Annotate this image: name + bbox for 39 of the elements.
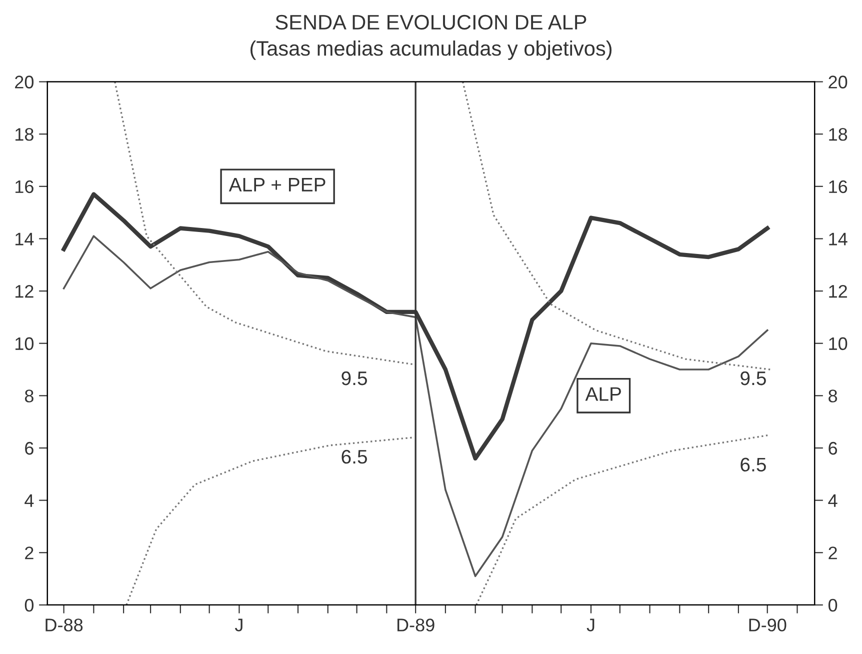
annotation: ALP [585,387,621,401]
y2-tick-label: 16 [829,180,848,194]
x-tick-label: J [586,618,594,632]
x-tick-label: D-89 [397,618,434,632]
y-tick-label: 20 [15,76,34,88]
annotation: ALP + PEP [228,178,326,192]
y-tick-label: 14 [16,232,34,246]
y-tick-label: 18 [16,128,34,141]
chart-title: SENDA DE EVOLUCION DE ALP [276,14,586,30]
annotation: 9.5 [740,371,766,386]
y2-tick-label: 14 [829,232,848,246]
y2-tick-label: 18 [829,128,848,141]
y2-tick-label: 4 [828,494,838,507]
y-tick-label: 10 [16,337,34,350]
y-tick-label: 16 [16,180,34,194]
line-series [462,82,772,370]
y2-tick-label: 20 [828,76,848,88]
line-series [114,82,414,366]
x-tick-label: D-88 [46,618,83,632]
annotation: 9.5 [342,371,367,386]
y-tick-label: 12 [16,284,34,298]
y2-tick-label: 8 [828,390,838,402]
y2-tick-label: 6 [828,442,838,455]
y-tick-label: 6 [25,442,34,455]
x-tick-label: D-90 [749,618,786,632]
y-tick-label: 0 [24,598,34,612]
y2-tick-label: 2 [828,546,837,560]
annotation: 6.5 [342,450,367,464]
line-series [62,235,768,578]
line-series [126,436,414,605]
x-tick-label: J [234,618,242,632]
annotation: 6.5 [740,458,766,472]
y-tick-label: 8 [24,390,34,402]
y-tick-label: 4 [24,494,34,507]
y2-tick-label: 10 [829,337,848,350]
chart-subtitle: (Tasas medias acumuladas y objetivos) [250,40,612,60]
y2-tick-label: 0 [828,598,838,612]
y-tick-label: 2 [25,546,34,560]
y2-tick-label: 12 [829,284,847,298]
